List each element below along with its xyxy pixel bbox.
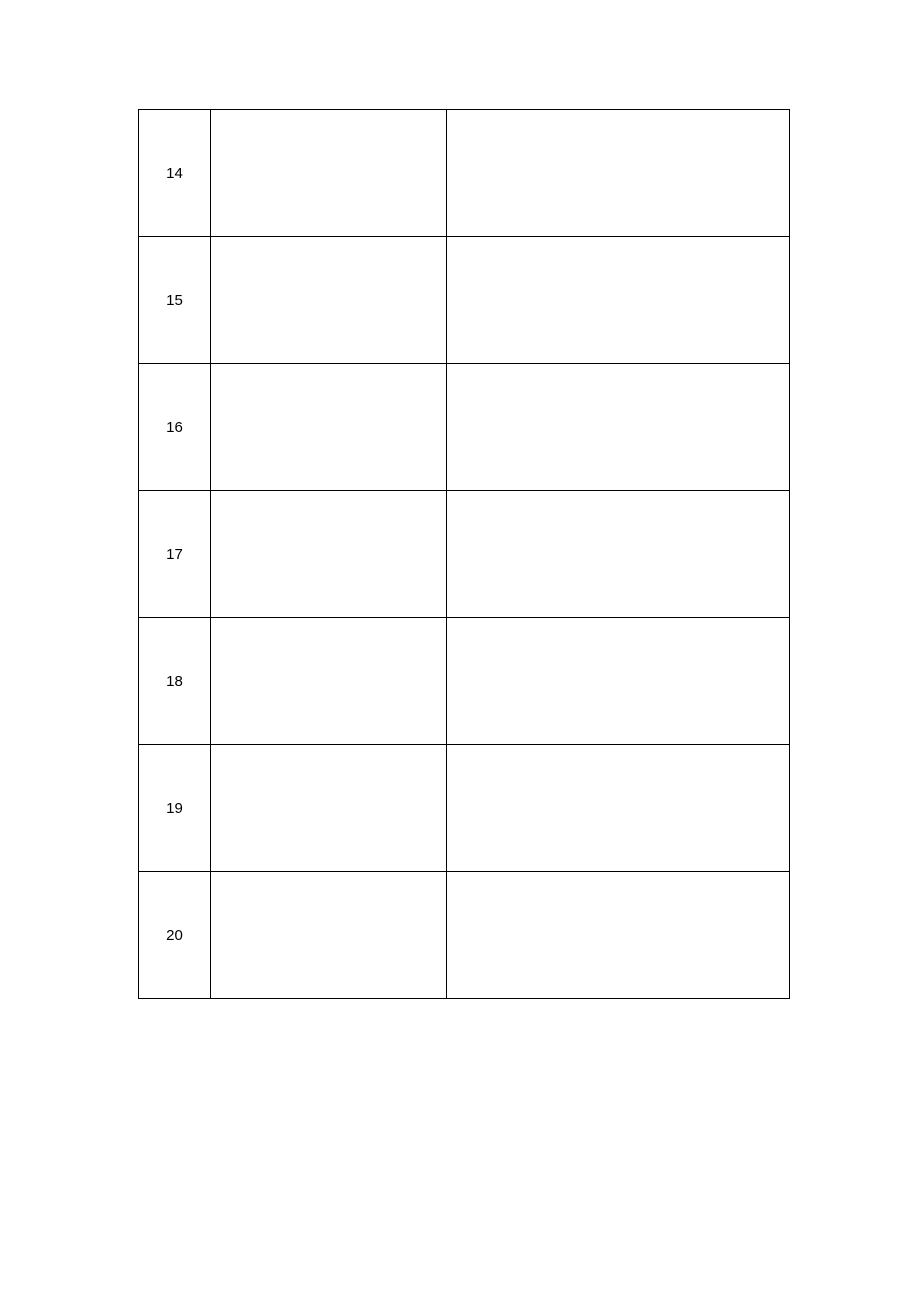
right-cell — [446, 237, 789, 364]
middle-cell — [210, 491, 446, 618]
middle-cell — [210, 618, 446, 745]
table-row: 20 — [139, 872, 790, 999]
table-row: 19 — [139, 745, 790, 872]
row-number-cell: 18 — [139, 618, 211, 745]
row-number-cell: 19 — [139, 745, 211, 872]
table: 14 15 16 17 18 — [138, 109, 790, 999]
table-row: 14 — [139, 110, 790, 237]
table-row: 15 — [139, 237, 790, 364]
table-body: 14 15 16 17 18 — [139, 110, 790, 999]
row-number-cell: 15 — [139, 237, 211, 364]
middle-cell — [210, 110, 446, 237]
right-cell — [446, 364, 789, 491]
middle-cell — [210, 364, 446, 491]
row-number-cell: 16 — [139, 364, 211, 491]
right-cell — [446, 872, 789, 999]
right-cell — [446, 618, 789, 745]
row-number-cell: 17 — [139, 491, 211, 618]
numbered-table: 14 15 16 17 18 — [138, 109, 790, 999]
middle-cell — [210, 237, 446, 364]
middle-cell — [210, 872, 446, 999]
row-number-cell: 20 — [139, 872, 211, 999]
middle-cell — [210, 745, 446, 872]
right-cell — [446, 110, 789, 237]
table-row: 16 — [139, 364, 790, 491]
table-row: 17 — [139, 491, 790, 618]
right-cell — [446, 491, 789, 618]
row-number-cell: 14 — [139, 110, 211, 237]
table-row: 18 — [139, 618, 790, 745]
right-cell — [446, 745, 789, 872]
